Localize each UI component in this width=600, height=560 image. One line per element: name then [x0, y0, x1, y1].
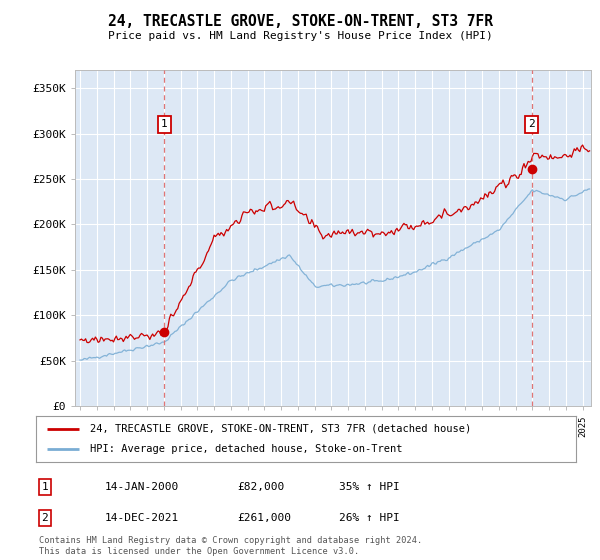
- Text: £82,000: £82,000: [237, 482, 284, 492]
- Text: 24, TRECASTLE GROVE, STOKE-ON-TRENT, ST3 7FR: 24, TRECASTLE GROVE, STOKE-ON-TRENT, ST3…: [107, 14, 493, 29]
- Text: Price paid vs. HM Land Registry's House Price Index (HPI): Price paid vs. HM Land Registry's House …: [107, 31, 493, 41]
- Text: 14-JAN-2000: 14-JAN-2000: [105, 482, 179, 492]
- Text: 1: 1: [161, 119, 168, 129]
- Text: £261,000: £261,000: [237, 513, 291, 523]
- Text: Contains HM Land Registry data © Crown copyright and database right 2024.
This d: Contains HM Land Registry data © Crown c…: [39, 536, 422, 556]
- Text: 35% ↑ HPI: 35% ↑ HPI: [339, 482, 400, 492]
- Text: 2: 2: [528, 119, 535, 129]
- Text: 24, TRECASTLE GROVE, STOKE-ON-TRENT, ST3 7FR (detached house): 24, TRECASTLE GROVE, STOKE-ON-TRENT, ST3…: [90, 424, 471, 434]
- Text: HPI: Average price, detached house, Stoke-on-Trent: HPI: Average price, detached house, Stok…: [90, 444, 403, 454]
- Text: 2: 2: [41, 513, 49, 523]
- Text: 26% ↑ HPI: 26% ↑ HPI: [339, 513, 400, 523]
- Text: 1: 1: [41, 482, 49, 492]
- Text: 14-DEC-2021: 14-DEC-2021: [105, 513, 179, 523]
